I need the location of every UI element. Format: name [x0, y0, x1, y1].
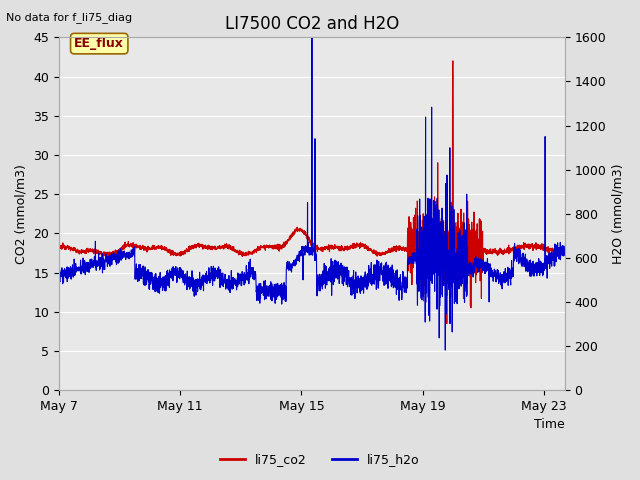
Y-axis label: H2O (mmol/m3): H2O (mmol/m3): [612, 164, 625, 264]
Y-axis label: CO2 (mmol/m3): CO2 (mmol/m3): [15, 164, 28, 264]
Text: EE_flux: EE_flux: [74, 37, 124, 50]
Legend: li75_co2, li75_h2o: li75_co2, li75_h2o: [215, 448, 425, 471]
X-axis label: Time: Time: [534, 419, 565, 432]
Text: No data for f_li75_diag: No data for f_li75_diag: [6, 12, 132, 23]
Title: LI7500 CO2 and H2O: LI7500 CO2 and H2O: [225, 15, 399, 33]
